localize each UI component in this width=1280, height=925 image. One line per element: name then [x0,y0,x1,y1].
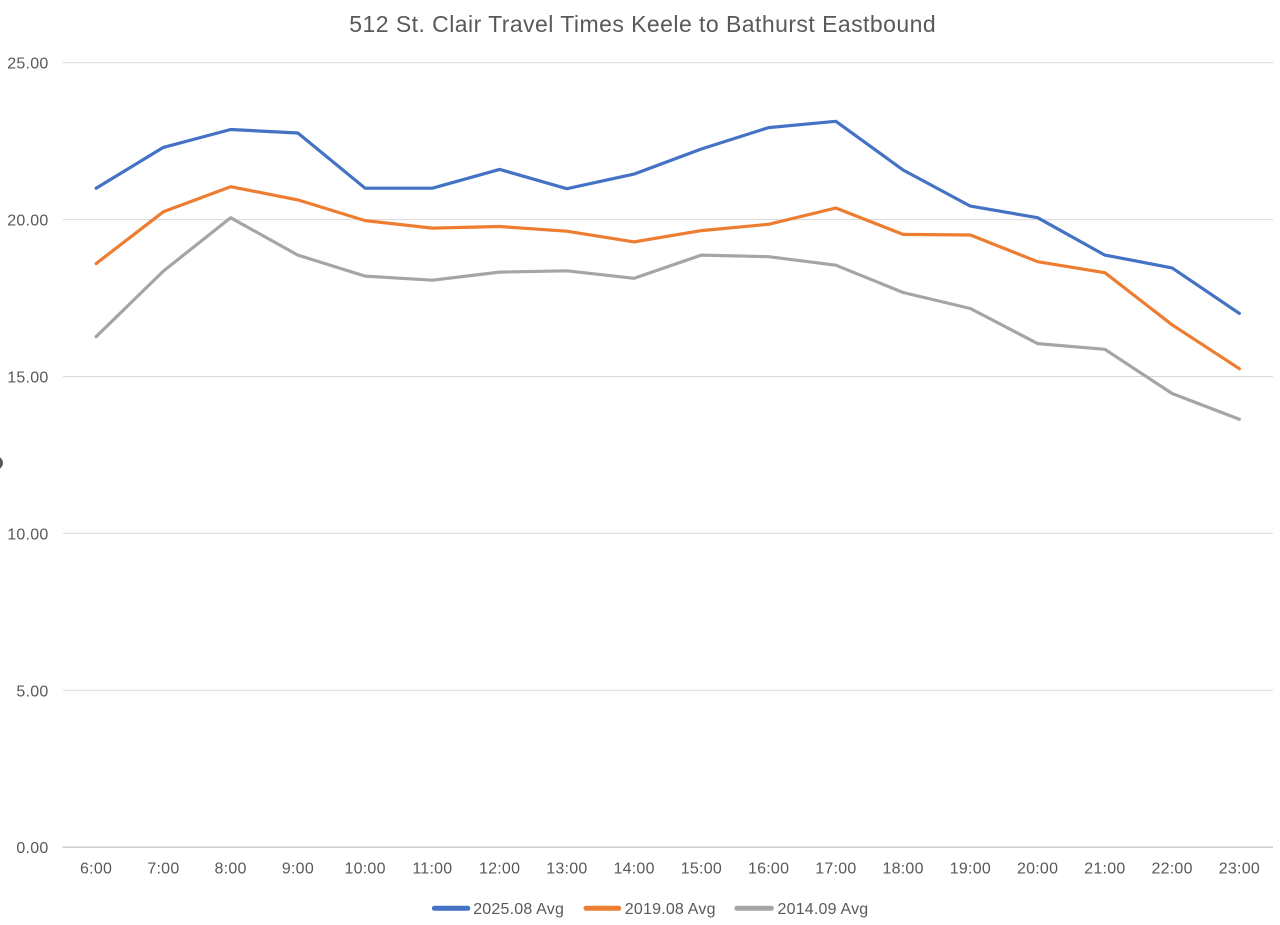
svg-text:15.00: 15.00 [7,370,48,387]
svg-text:25.00: 25.00 [7,56,48,73]
svg-text:10.00: 10.00 [7,526,48,543]
svg-text:20.00: 20.00 [7,213,48,230]
svg-text:2025.08 Avg: 2025.08 Avg [473,901,564,918]
svg-text:14:00: 14:00 [613,861,654,878]
svg-text:2014.09 Avg: 2014.09 Avg [778,901,869,918]
svg-text:12:00: 12:00 [479,861,520,878]
svg-text:20:00: 20:00 [1017,861,1058,878]
svg-text:15:00: 15:00 [681,861,722,878]
svg-text:21:00: 21:00 [1084,861,1125,878]
svg-text:18:00: 18:00 [882,861,923,878]
svg-text:17:00: 17:00 [815,861,856,878]
svg-text:6:00: 6:00 [80,861,112,878]
svg-text:0.00: 0.00 [16,840,48,857]
svg-text:16:00: 16:00 [748,861,789,878]
svg-text:22:00: 22:00 [1151,861,1192,878]
svg-text:9:00: 9:00 [282,861,314,878]
svg-text:2019.08 Avg: 2019.08 Avg [625,901,716,918]
svg-text:23:00: 23:00 [1219,861,1260,878]
svg-text:8:00: 8:00 [215,861,247,878]
svg-text:5.00: 5.00 [16,683,48,700]
svg-text:512 St. Clair Travel Times Kee: 512 St. Clair Travel Times Keele to Bath… [349,11,936,37]
svg-text:11:00: 11:00 [412,861,452,878]
svg-text:13:00: 13:00 [546,861,587,878]
svg-text:19:00: 19:00 [950,861,991,878]
svg-text:7:00: 7:00 [147,861,179,878]
svg-text:10:00: 10:00 [344,861,385,878]
